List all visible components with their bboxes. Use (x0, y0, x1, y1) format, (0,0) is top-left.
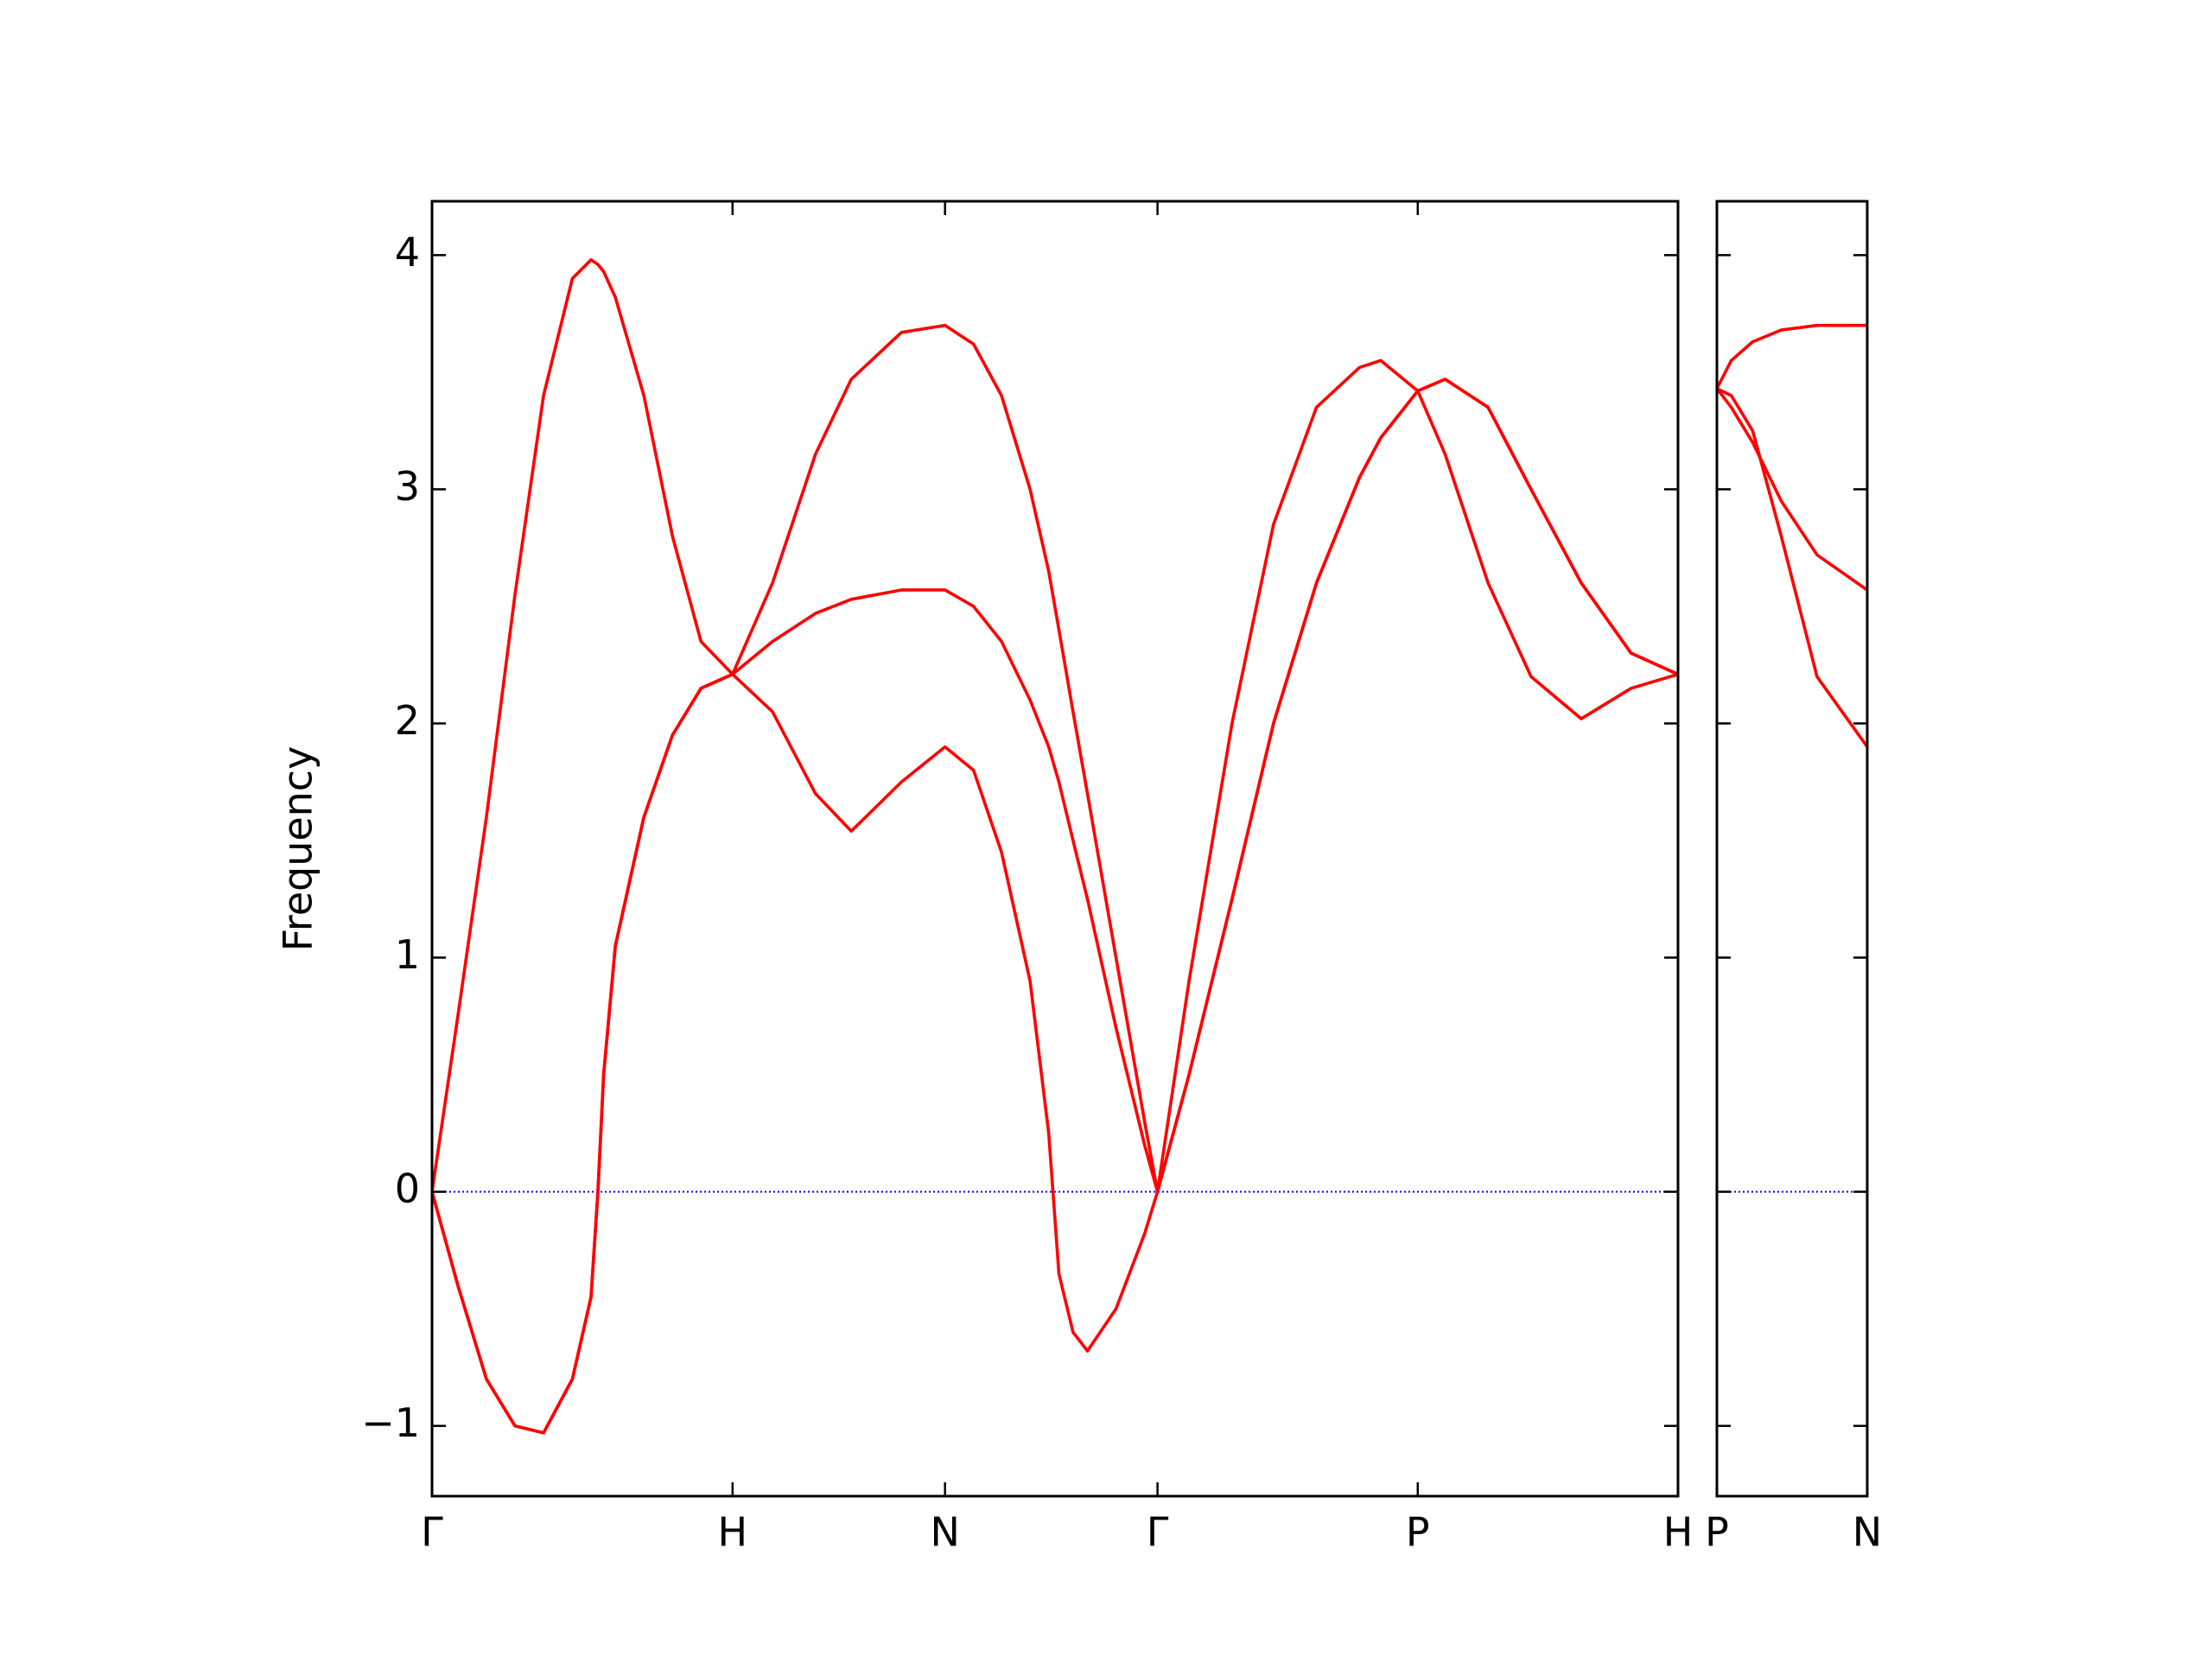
x-tick-label: N (1853, 1509, 1882, 1556)
y-tick-label: 0 (395, 1165, 420, 1212)
x-tick-label: Γ (1147, 1509, 1169, 1556)
plot-area (432, 257, 1678, 1435)
band-line (1717, 323, 1867, 390)
x-tick-label: P (1705, 1509, 1729, 1556)
band-line (1717, 387, 1867, 748)
x-tick-label: P (1406, 1509, 1430, 1556)
y-tick-label: 2 (395, 697, 420, 744)
y-tick-label: −1 (361, 1399, 420, 1446)
band-line (1717, 387, 1867, 592)
y-axis-label: Frequency (275, 746, 321, 952)
y-tick-label: 4 (395, 229, 420, 276)
y-tick-label: 1 (395, 931, 420, 978)
x-tick-label: N (930, 1509, 959, 1556)
x-tick-label: Γ (421, 1509, 443, 1556)
y-tick-label: 3 (395, 463, 420, 510)
x-tick-label: H (718, 1509, 748, 1556)
axes-frame (1715, 200, 1869, 1498)
axes-frame (430, 200, 1680, 1498)
band-line (432, 257, 1678, 1194)
plot-area (1717, 323, 1867, 1193)
band-line (432, 377, 1678, 1435)
x-tick-label: H (1663, 1509, 1694, 1556)
